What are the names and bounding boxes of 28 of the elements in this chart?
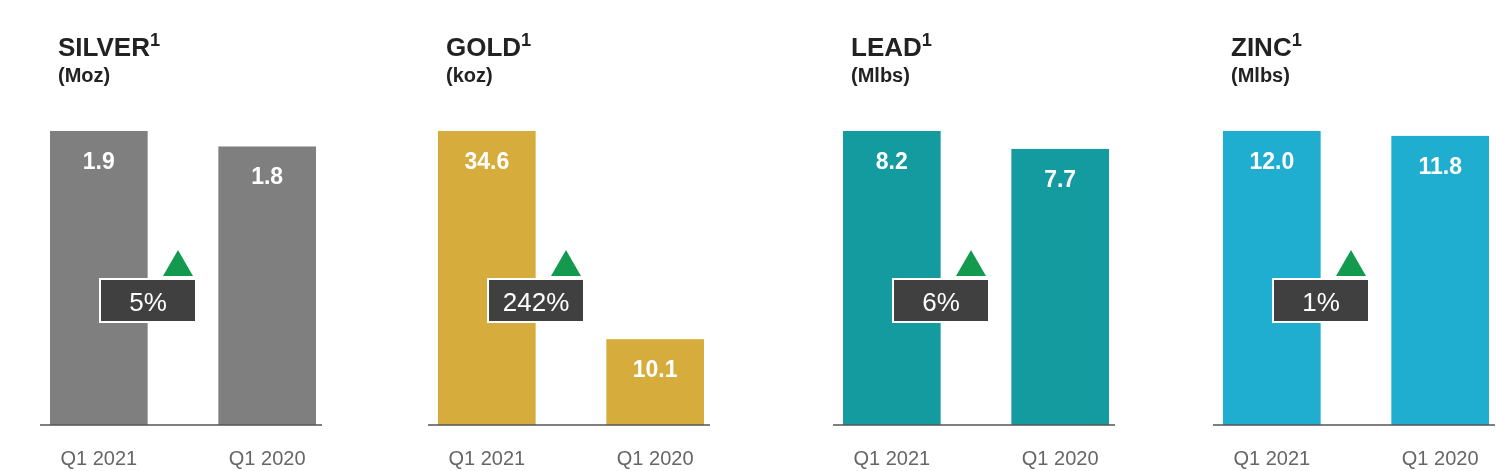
chart-subtitle: (koz) (446, 64, 493, 86)
data-label: 12.0 (1249, 148, 1295, 174)
data-label: 34.6 (464, 148, 510, 174)
annotation: 1% (1302, 287, 1340, 317)
data-label: 1.8 (251, 163, 284, 190)
chart-title: GOLD$^{1}$ (446, 30, 532, 62)
chart-title: SILVER$^{1}$ (58, 30, 161, 62)
data-label: 7.7 (1044, 165, 1077, 192)
chart-subtitle: (Mlbs) (1231, 64, 1290, 86)
x-tick-label: Q1 2021 (448, 447, 526, 469)
chart-subtitle: (Moz) (58, 64, 111, 86)
annotation: 242% (502, 287, 570, 317)
chart-title: LEAD$^{1}$ (851, 30, 932, 62)
x-tick-label: Q1 2021 (853, 447, 931, 469)
x-tick-label: Q1 2021 (1233, 447, 1311, 469)
x-tick-label: Q1 2020 (1401, 447, 1479, 469)
x-tick-label: Q1 2021 (60, 447, 138, 469)
x-tick-label: Q1 2020 (1021, 447, 1099, 469)
annotation: 6% (922, 287, 960, 317)
annotation: 5% (129, 287, 167, 317)
chart-title: ZINC$^{1}$ (1231, 30, 1302, 62)
data-label: 10.1 (632, 356, 678, 383)
x-tick-label: Q1 2020 (228, 447, 306, 469)
chart-subtitle: (Mlbs) (851, 64, 910, 86)
data-label: 1.9 (82, 148, 115, 174)
data-label: 8.2 (875, 148, 908, 174)
x-tick-label: Q1 2020 (616, 447, 694, 469)
data-label: 11.8 (1418, 152, 1463, 179)
